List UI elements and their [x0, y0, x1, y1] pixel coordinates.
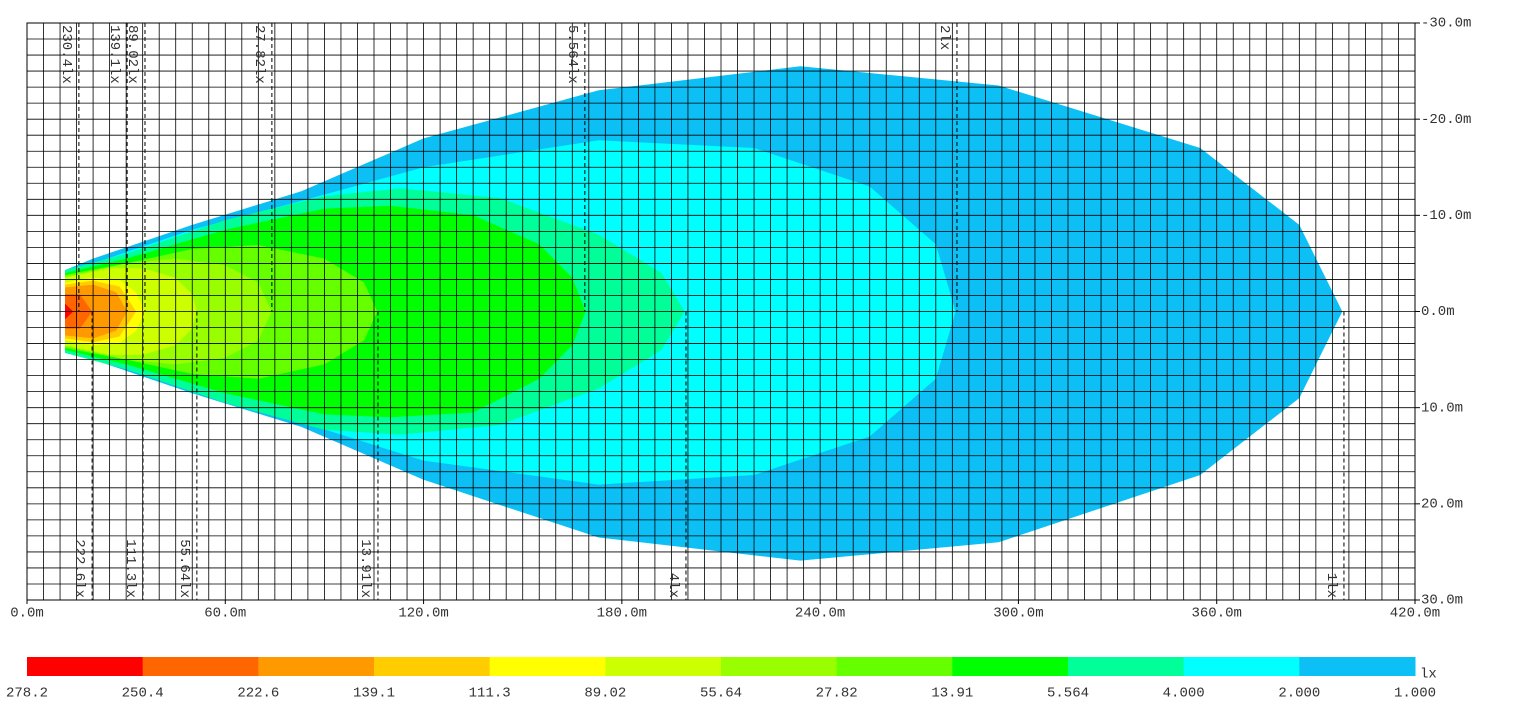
y-tick-label: -10.0m — [1421, 208, 1471, 224]
legend-label: 250.4 — [122, 686, 164, 702]
legend-swatch — [374, 657, 491, 676]
legend-label: 89.02 — [584, 686, 626, 702]
legend-label: 2.000 — [1278, 686, 1320, 702]
x-tick-label: 300.0m — [993, 606, 1043, 622]
reach-label: 222.6lx — [71, 539, 87, 598]
reach-label: 27.82lx — [251, 25, 267, 84]
x-tick-label: 0.0m — [10, 606, 44, 622]
reach-label: 111.3lx — [122, 539, 138, 598]
y-tick-label: 20.0m — [1421, 497, 1463, 513]
reach-label: 1lx — [1323, 573, 1339, 598]
x-tick-label: 360.0m — [1192, 606, 1242, 622]
legend-label: 278.2 — [6, 686, 48, 702]
legend-label: 1.000 — [1394, 686, 1436, 702]
y-tick-label: -20.0m — [1421, 112, 1471, 128]
x-tick-label: 180.0m — [597, 606, 647, 622]
reach-label: 55.64lx — [176, 539, 192, 598]
legend-swatch — [489, 657, 606, 676]
y-tick-label: 30.0m — [1421, 593, 1463, 609]
y-tick-label: 0.0m — [1421, 304, 1455, 320]
legend-label: 4.000 — [1163, 686, 1205, 702]
x-tick-label: 240.0m — [795, 606, 845, 622]
legend-swatch — [1183, 657, 1300, 676]
legend-swatch — [1299, 657, 1416, 676]
x-tick-label: 120.0m — [398, 606, 448, 622]
legend-label: 222.6 — [237, 686, 279, 702]
reach-label: 230.4lx — [58, 25, 74, 84]
legend-swatch — [605, 657, 722, 676]
reach-label: 139.1lx — [106, 25, 122, 84]
legend-swatch — [836, 657, 953, 676]
y-tick-label: 10.0m — [1421, 400, 1463, 416]
legend-swatch — [952, 657, 1069, 676]
legend-label: 55.64 — [700, 686, 742, 702]
legend-label: 139.1 — [353, 686, 395, 702]
reach-label: 2lx — [936, 25, 952, 50]
legend-swatch — [142, 657, 259, 676]
y-tick-label: -30.0m — [1421, 16, 1471, 32]
legend-label: 111.3 — [469, 686, 511, 702]
legend-label: 13.91 — [931, 686, 973, 702]
x-tick-label: 420.0m — [1390, 606, 1440, 622]
reach-label: 5.564lx — [564, 25, 580, 84]
legend-swatch — [721, 657, 838, 676]
reach-label: 13.91lx — [357, 539, 373, 598]
legend-swatch — [27, 657, 144, 676]
legend-label: 5.564 — [1047, 686, 1089, 702]
legend-unit: lx — [1420, 667, 1437, 683]
reach-label: 4lx — [665, 573, 681, 598]
legend-swatch — [258, 657, 375, 676]
legend-label: 27.82 — [816, 686, 858, 702]
reach-label: 89.02lx — [124, 25, 140, 84]
legend-swatch — [1068, 657, 1185, 676]
x-tick-label: 60.0m — [204, 606, 246, 622]
